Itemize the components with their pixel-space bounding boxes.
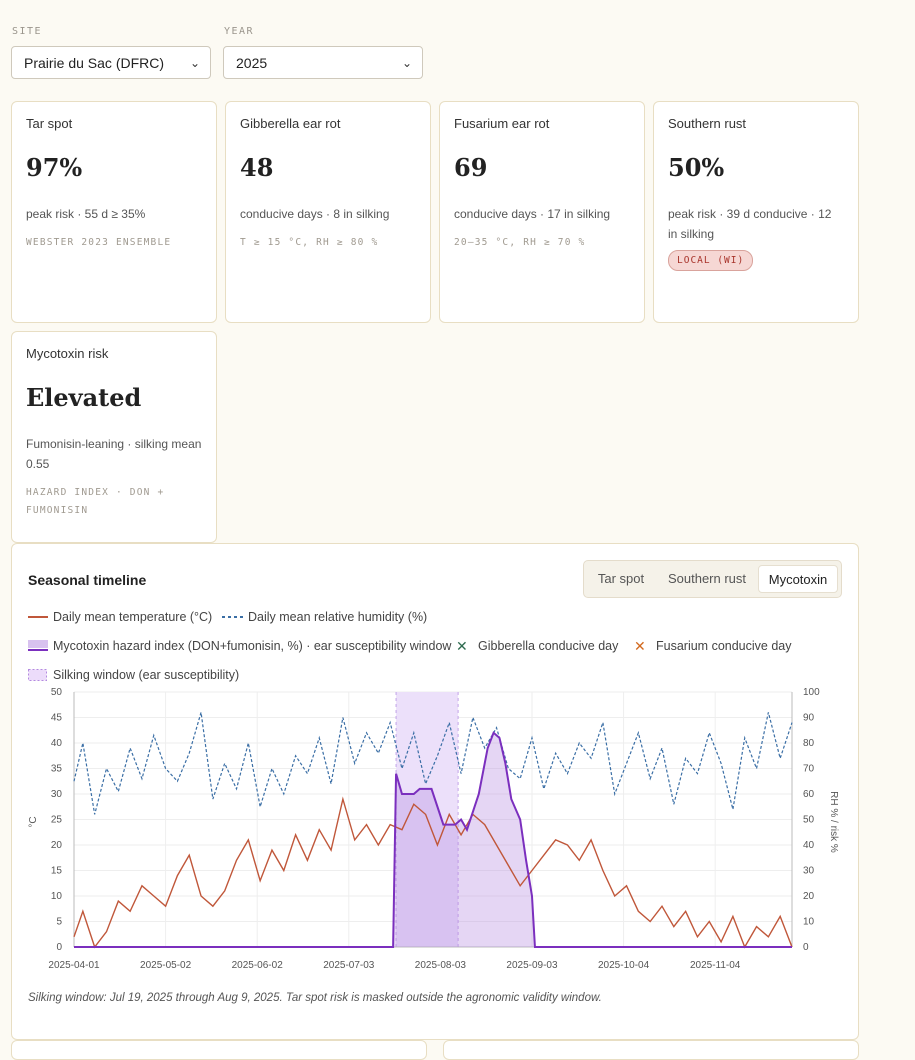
x-tick: 2025-04-01	[48, 960, 100, 971]
card-title: Fusarium ear rot	[454, 116, 550, 131]
legend-silking-swatch	[28, 669, 47, 681]
card-description: conducive days · 17 in silking	[454, 207, 611, 221]
y-tick-right: 50	[803, 815, 815, 826]
y-tick-left: 25	[51, 815, 63, 826]
x-tick: 2025-08-03	[415, 960, 467, 971]
temperature-line	[73, 796, 793, 949]
y-tick-right: 10	[803, 917, 815, 928]
y-tick-right: 0	[803, 942, 809, 953]
y-tick-right: 20	[803, 891, 815, 902]
year-select[interactable]: 2025 ⌄	[223, 46, 423, 79]
y-tick-left: 50	[51, 687, 63, 698]
tab-mycotoxin[interactable]: Mycotoxin	[758, 565, 838, 593]
card-southern-rust: Southern rust 50% peak risk · 39 d condu…	[653, 101, 859, 323]
x-tick: 2025-09-03	[506, 960, 558, 971]
y-axis-label-right: RH % / risk %	[828, 791, 839, 853]
local-badge: LOCAL (WI)	[668, 250, 754, 271]
y-tick-right: 70	[803, 764, 815, 775]
legend-rh-swatch	[222, 616, 244, 618]
x-tick: 2025-06-02	[232, 960, 284, 971]
y-tick-left: 40	[51, 738, 63, 749]
year-select-value: 2025	[236, 55, 268, 71]
y-tick-left: 30	[51, 789, 63, 800]
card-value: 48	[240, 153, 274, 182]
card-title: Gibberella ear rot	[240, 116, 341, 131]
card-footnote: HAZARD INDEX · DON + FUMONISIN	[26, 487, 165, 516]
legend-hazard: Mycotoxin hazard index (DON+fumonisin, %…	[53, 639, 452, 653]
panel-title: Seasonal timeline	[28, 572, 147, 588]
x-tick: 2025-10-04	[598, 960, 650, 971]
timeline-chart: 0 5 10 15 20 25 30 35 40 45 50 0 10 20 30 40 50 60 70 80 90 1…	[28, 687, 839, 971]
y-tick-right: 30	[803, 866, 815, 877]
site-label: SITE	[12, 26, 43, 37]
legend-fusarium: Fusarium conducive day	[656, 639, 792, 653]
card-title: Tar spot	[26, 116, 73, 131]
tab-tar-spot[interactable]: Tar spot	[597, 571, 645, 586]
chevron-down-icon: ⌄	[401, 56, 412, 70]
legend-gibberella: Gibberella conducive day	[478, 639, 619, 653]
y-tick-left: 5	[56, 917, 62, 928]
site-select-value: Prairie du Sac (DFRC)	[24, 55, 165, 71]
y-tick-right: 40	[803, 840, 815, 851]
card-value: Elevated	[26, 383, 142, 412]
card-value: 50%	[668, 153, 725, 182]
next-panel-right	[443, 1040, 859, 1060]
rh-line	[73, 712, 793, 815]
y-tick-left: 35	[51, 764, 63, 775]
card-description: peak risk · 39 d conducive · 12 in silki…	[668, 207, 832, 241]
y-tick-left: 15	[51, 866, 63, 877]
x-tick: 2025-11-04	[690, 960, 741, 971]
card-description: peak risk · 55 d ≥ 35%	[26, 207, 146, 221]
gibberella-marker-icon: ✕	[456, 638, 468, 654]
card-footnote: 20–35 °C, RH ≥ 70 %	[454, 237, 586, 248]
y-axis-label-left: °C	[28, 816, 39, 827]
y-tick-right: 100	[803, 687, 820, 698]
card-gibberella: Gibberella ear rot 48 conducive days · 8…	[225, 101, 431, 323]
legend-temp-swatch	[28, 616, 48, 618]
card-tar-spot: Tar spot 97% peak risk · 55 d ≥ 35% WEBS…	[11, 101, 217, 323]
hazard-line	[74, 731, 792, 948]
seasonal-timeline-panel: Seasonal timeline Tar spot Southern rust…	[11, 543, 859, 1040]
card-value: 97%	[26, 153, 83, 182]
site-select[interactable]: Prairie du Sac (DFRC) ⌄	[11, 46, 211, 79]
tab-southern-rust[interactable]: Southern rust	[667, 571, 747, 586]
card-description: conducive days · 8 in silking	[240, 207, 390, 221]
y-tick-left: 20	[51, 840, 63, 851]
y-tick-left: 10	[51, 891, 63, 902]
chevron-down-icon: ⌄	[189, 56, 200, 70]
y-tick-left: 0	[56, 942, 62, 953]
y-tick-right: 90	[803, 713, 815, 724]
card-fusarium: Fusarium ear rot 69 conducive days · 17 …	[439, 101, 645, 323]
card-title: Southern rust	[668, 116, 747, 131]
y-tick-left: 45	[51, 713, 63, 724]
card-mycotoxin: Mycotoxin risk Elevated Fumonisin-leanin…	[11, 331, 217, 543]
y-tick-right: 80	[803, 738, 815, 749]
card-value: 69	[454, 153, 488, 182]
next-panel-left	[11, 1040, 427, 1060]
card-footnote: WEBSTER 2023 ENSEMBLE	[26, 237, 172, 248]
card-footnote: T ≥ 15 °C, RH ≥ 80 %	[240, 237, 379, 248]
legend-silking: Silking window (ear susceptibility)	[53, 668, 240, 682]
risk-tabs: Tar spot Southern rust Mycotoxin	[583, 560, 842, 598]
card-description: Fumonisin-leaning · silking mean 0.55	[26, 437, 202, 471]
x-tick: 2025-07-03	[323, 960, 375, 971]
year-label: YEAR	[224, 26, 255, 37]
legend-temp: Daily mean temperature (°C)	[53, 610, 213, 624]
hazard-area	[74, 732, 792, 947]
chart-footnote: Silking window: Jul 19, 2025 through Aug…	[28, 992, 602, 1004]
legend-rh: Daily mean relative humidity (%)	[248, 610, 428, 624]
y-tick-right: 60	[803, 789, 815, 800]
card-title: Mycotoxin risk	[26, 346, 109, 361]
legend-hazard-swatch	[28, 640, 48, 651]
fusarium-marker-icon: ✕	[634, 638, 646, 654]
x-tick: 2025-05-02	[140, 960, 192, 971]
